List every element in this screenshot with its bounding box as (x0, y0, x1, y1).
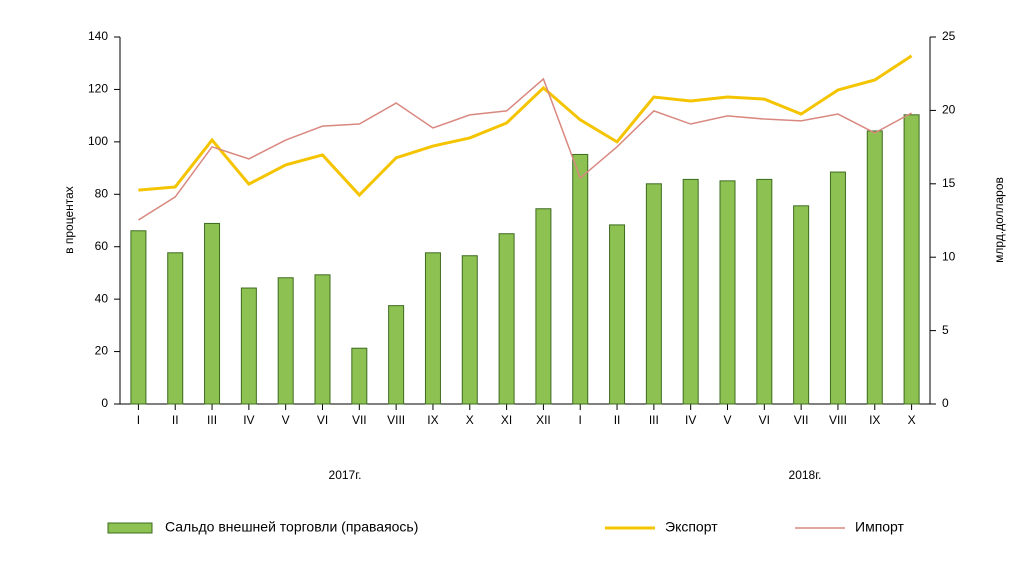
bar (167, 252, 184, 405)
x-tick-label: VII (352, 413, 367, 427)
year-label: 2018г. (789, 468, 822, 482)
y2-tick-label: 10 (942, 249, 956, 263)
bar (461, 255, 478, 405)
bar (793, 205, 810, 405)
bar (866, 130, 883, 405)
legend-label: Импорт (855, 519, 905, 535)
x-tick-label: V (723, 413, 731, 427)
x-tick-label: V (282, 413, 290, 427)
x-tick-label: II (614, 413, 621, 427)
bar (572, 153, 589, 405)
bar (240, 287, 257, 405)
y-tick-label: 20 (95, 344, 109, 358)
y-tick-label: 80 (95, 186, 109, 200)
x-tick-label: X (466, 413, 474, 427)
line (138, 54, 913, 198)
y-tick-label: 140 (88, 29, 108, 43)
x-tick-label: IV (685, 413, 696, 427)
y2-tick-label: 0 (942, 396, 949, 410)
y-tick-label: 100 (88, 134, 108, 148)
x-tick-label: VI (317, 413, 328, 427)
bar (682, 178, 699, 405)
bar (903, 114, 920, 405)
x-tick-label: XII (536, 413, 551, 427)
bar (424, 252, 441, 405)
bar (351, 347, 368, 405)
legend-swatch (107, 522, 153, 534)
bar (498, 233, 515, 405)
bar (535, 208, 552, 405)
x-tick-label: X (908, 413, 916, 427)
y-tick-label: 120 (88, 82, 108, 96)
x-tick-label: VI (759, 413, 770, 427)
x-tick-label: VII (794, 413, 809, 427)
y2-tick-label: 20 (942, 103, 956, 117)
y2-tick-label: 5 (942, 323, 949, 337)
bar (130, 230, 147, 405)
bar (277, 277, 294, 405)
bar (829, 171, 846, 405)
bar (609, 224, 626, 405)
bar (204, 222, 221, 405)
legend-label: Сальдо внешней торговли (праваяось) (165, 519, 418, 535)
x-tick-label: XI (501, 413, 512, 427)
x-tick-label: II (172, 413, 179, 427)
x-tick-label: IX (869, 413, 880, 427)
x-tick-label: IV (243, 413, 254, 427)
x-tick-label: IX (427, 413, 438, 427)
y-tick-label: 40 (95, 291, 109, 305)
bar (314, 274, 331, 405)
y-axis-label: в процентах (62, 186, 76, 254)
x-tick-label: I (579, 413, 582, 427)
x-tick-label: III (649, 413, 659, 427)
legend-label: Экспорт (665, 519, 718, 535)
x-tick-label: III (207, 413, 217, 427)
y2-tick-label: 15 (942, 176, 956, 190)
x-tick-label: VIII (829, 413, 847, 427)
bar (645, 183, 662, 405)
x-tick-label: VIII (387, 413, 405, 427)
y-tick-label: 60 (95, 239, 109, 253)
year-label: 2017г. (329, 468, 362, 482)
y-tick-label: 0 (101, 396, 108, 410)
bar (756, 178, 773, 405)
bar (719, 180, 736, 405)
y2-tick-label: 25 (942, 29, 956, 43)
line (138, 77, 912, 221)
y2-axis-label: млрд.долларов (992, 177, 1006, 263)
bar (388, 305, 405, 405)
x-tick-label: I (137, 413, 140, 427)
